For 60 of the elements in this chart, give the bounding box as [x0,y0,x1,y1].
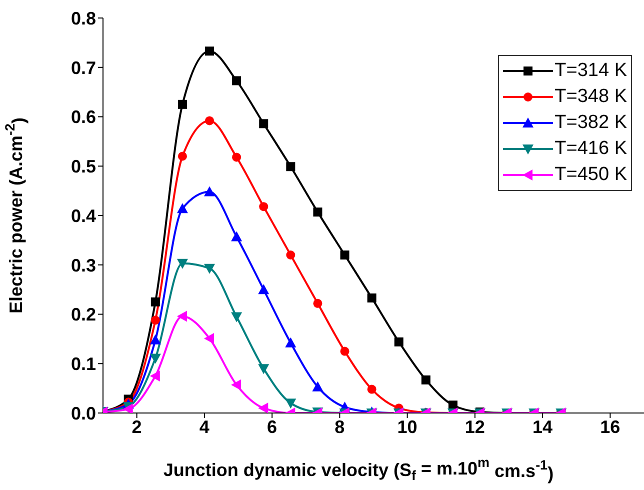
point [176,258,188,269]
y-tick-label: 0.8 [70,8,96,28]
point [178,100,187,109]
point [150,334,161,344]
point [259,119,268,128]
y-tick-label: 0.5 [70,156,96,177]
point [150,316,160,325]
point [367,384,376,394]
y-tick-label: 0.4 [70,206,96,226]
y-tick-label: 0.7 [70,58,96,78]
legend-label: T=348 K [554,86,627,108]
point [258,364,270,374]
point [285,337,296,348]
point [259,202,268,212]
point [258,284,270,294]
point [367,293,376,302]
y-tick-label: 0.3 [70,255,96,276]
y-tick-label: 0.2 [70,304,96,325]
point [176,203,188,214]
x-tick-label: 10 [397,416,418,437]
x-tick-label: 2 [132,416,142,437]
point [150,370,160,382]
x-tick-label: 16 [600,416,620,437]
legend-label: T=382 K [554,112,627,134]
point [178,152,187,161]
legend-label: T=416 K [554,138,627,160]
point [176,310,187,322]
point [150,297,160,306]
point [313,208,322,217]
y-tick-label: 0.6 [70,107,96,128]
x-tick-label: 14 [532,416,553,437]
x-axis-title: Junction dynamic velocity (S$_{f}$ = m.10$^{m}$ cm.s$^{-1}$) [163,455,554,484]
legend-label: T=450 K [554,164,627,186]
point [312,381,324,392]
x-tick-label: 6 [267,416,278,437]
point [286,162,296,172]
point [286,250,296,260]
point [232,76,242,86]
point [258,402,268,413]
x-tick-label: 12 [464,416,485,437]
point [231,312,242,322]
x-tick-label: 8 [334,416,345,437]
point [340,250,350,260]
point [205,116,214,126]
point [231,231,242,242]
point [340,346,350,356]
y-tick-label: 0.0 [70,403,96,424]
point [232,152,242,162]
point [313,298,322,308]
legend-label: T=314 K [554,60,627,82]
y-tick-label: 0.1 [70,354,96,374]
x-tick-label: 4 [199,416,210,437]
point [231,379,242,390]
point [204,186,216,196]
point [421,375,430,384]
point [204,264,216,274]
point [205,46,214,56]
point [150,354,161,364]
point [204,332,214,344]
point [394,337,404,346]
